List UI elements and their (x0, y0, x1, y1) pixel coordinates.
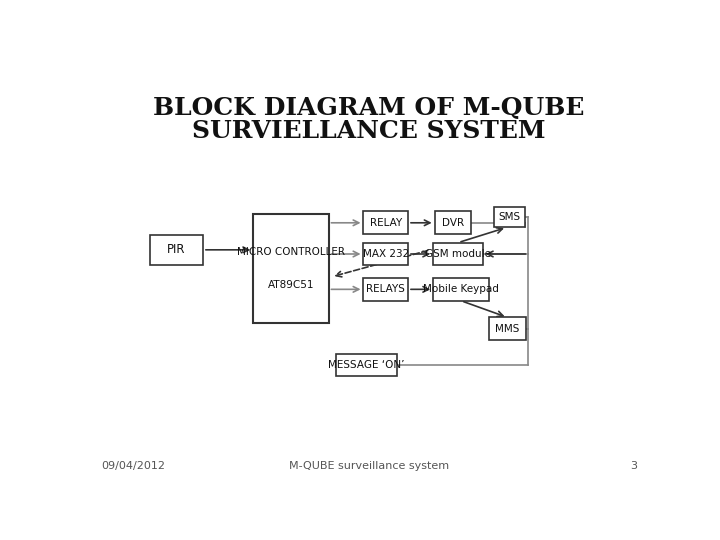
Text: MAX 232: MAX 232 (363, 249, 409, 259)
Bar (435, 211, 471, 234)
Bar (150, 235, 203, 265)
Text: SURVIELLANCE SYSTEM: SURVIELLANCE SYSTEM (192, 119, 546, 143)
Bar (364, 242, 408, 266)
Bar (433, 278, 489, 301)
Text: 3: 3 (630, 462, 637, 471)
Bar (494, 207, 525, 227)
Text: BLOCK DIAGRAM OF M-QUBE: BLOCK DIAGRAM OF M-QUBE (153, 97, 585, 120)
Bar (336, 354, 397, 376)
Bar (490, 318, 526, 340)
Text: RELAYS: RELAYS (366, 285, 405, 294)
Text: PIR: PIR (167, 244, 186, 256)
Bar (253, 214, 328, 322)
Text: Mobile Keypad: Mobile Keypad (423, 285, 499, 294)
Text: GSM module: GSM module (426, 249, 491, 259)
Text: DVR: DVR (441, 218, 464, 228)
Bar (364, 211, 408, 234)
Text: 09/04/2012: 09/04/2012 (101, 462, 165, 471)
Text: MESSAGE ‘ON’: MESSAGE ‘ON’ (328, 360, 405, 370)
Text: M-QUBE surveillance system: M-QUBE surveillance system (289, 462, 449, 471)
Bar (364, 278, 408, 301)
Text: SMS: SMS (498, 212, 521, 222)
Text: MMS: MMS (495, 324, 520, 334)
Bar (433, 242, 483, 266)
Text: MICRO CONTROLLER: MICRO CONTROLLER (237, 247, 345, 257)
Text: AT89C51: AT89C51 (268, 280, 314, 290)
Text: RELAY: RELAY (369, 218, 402, 228)
